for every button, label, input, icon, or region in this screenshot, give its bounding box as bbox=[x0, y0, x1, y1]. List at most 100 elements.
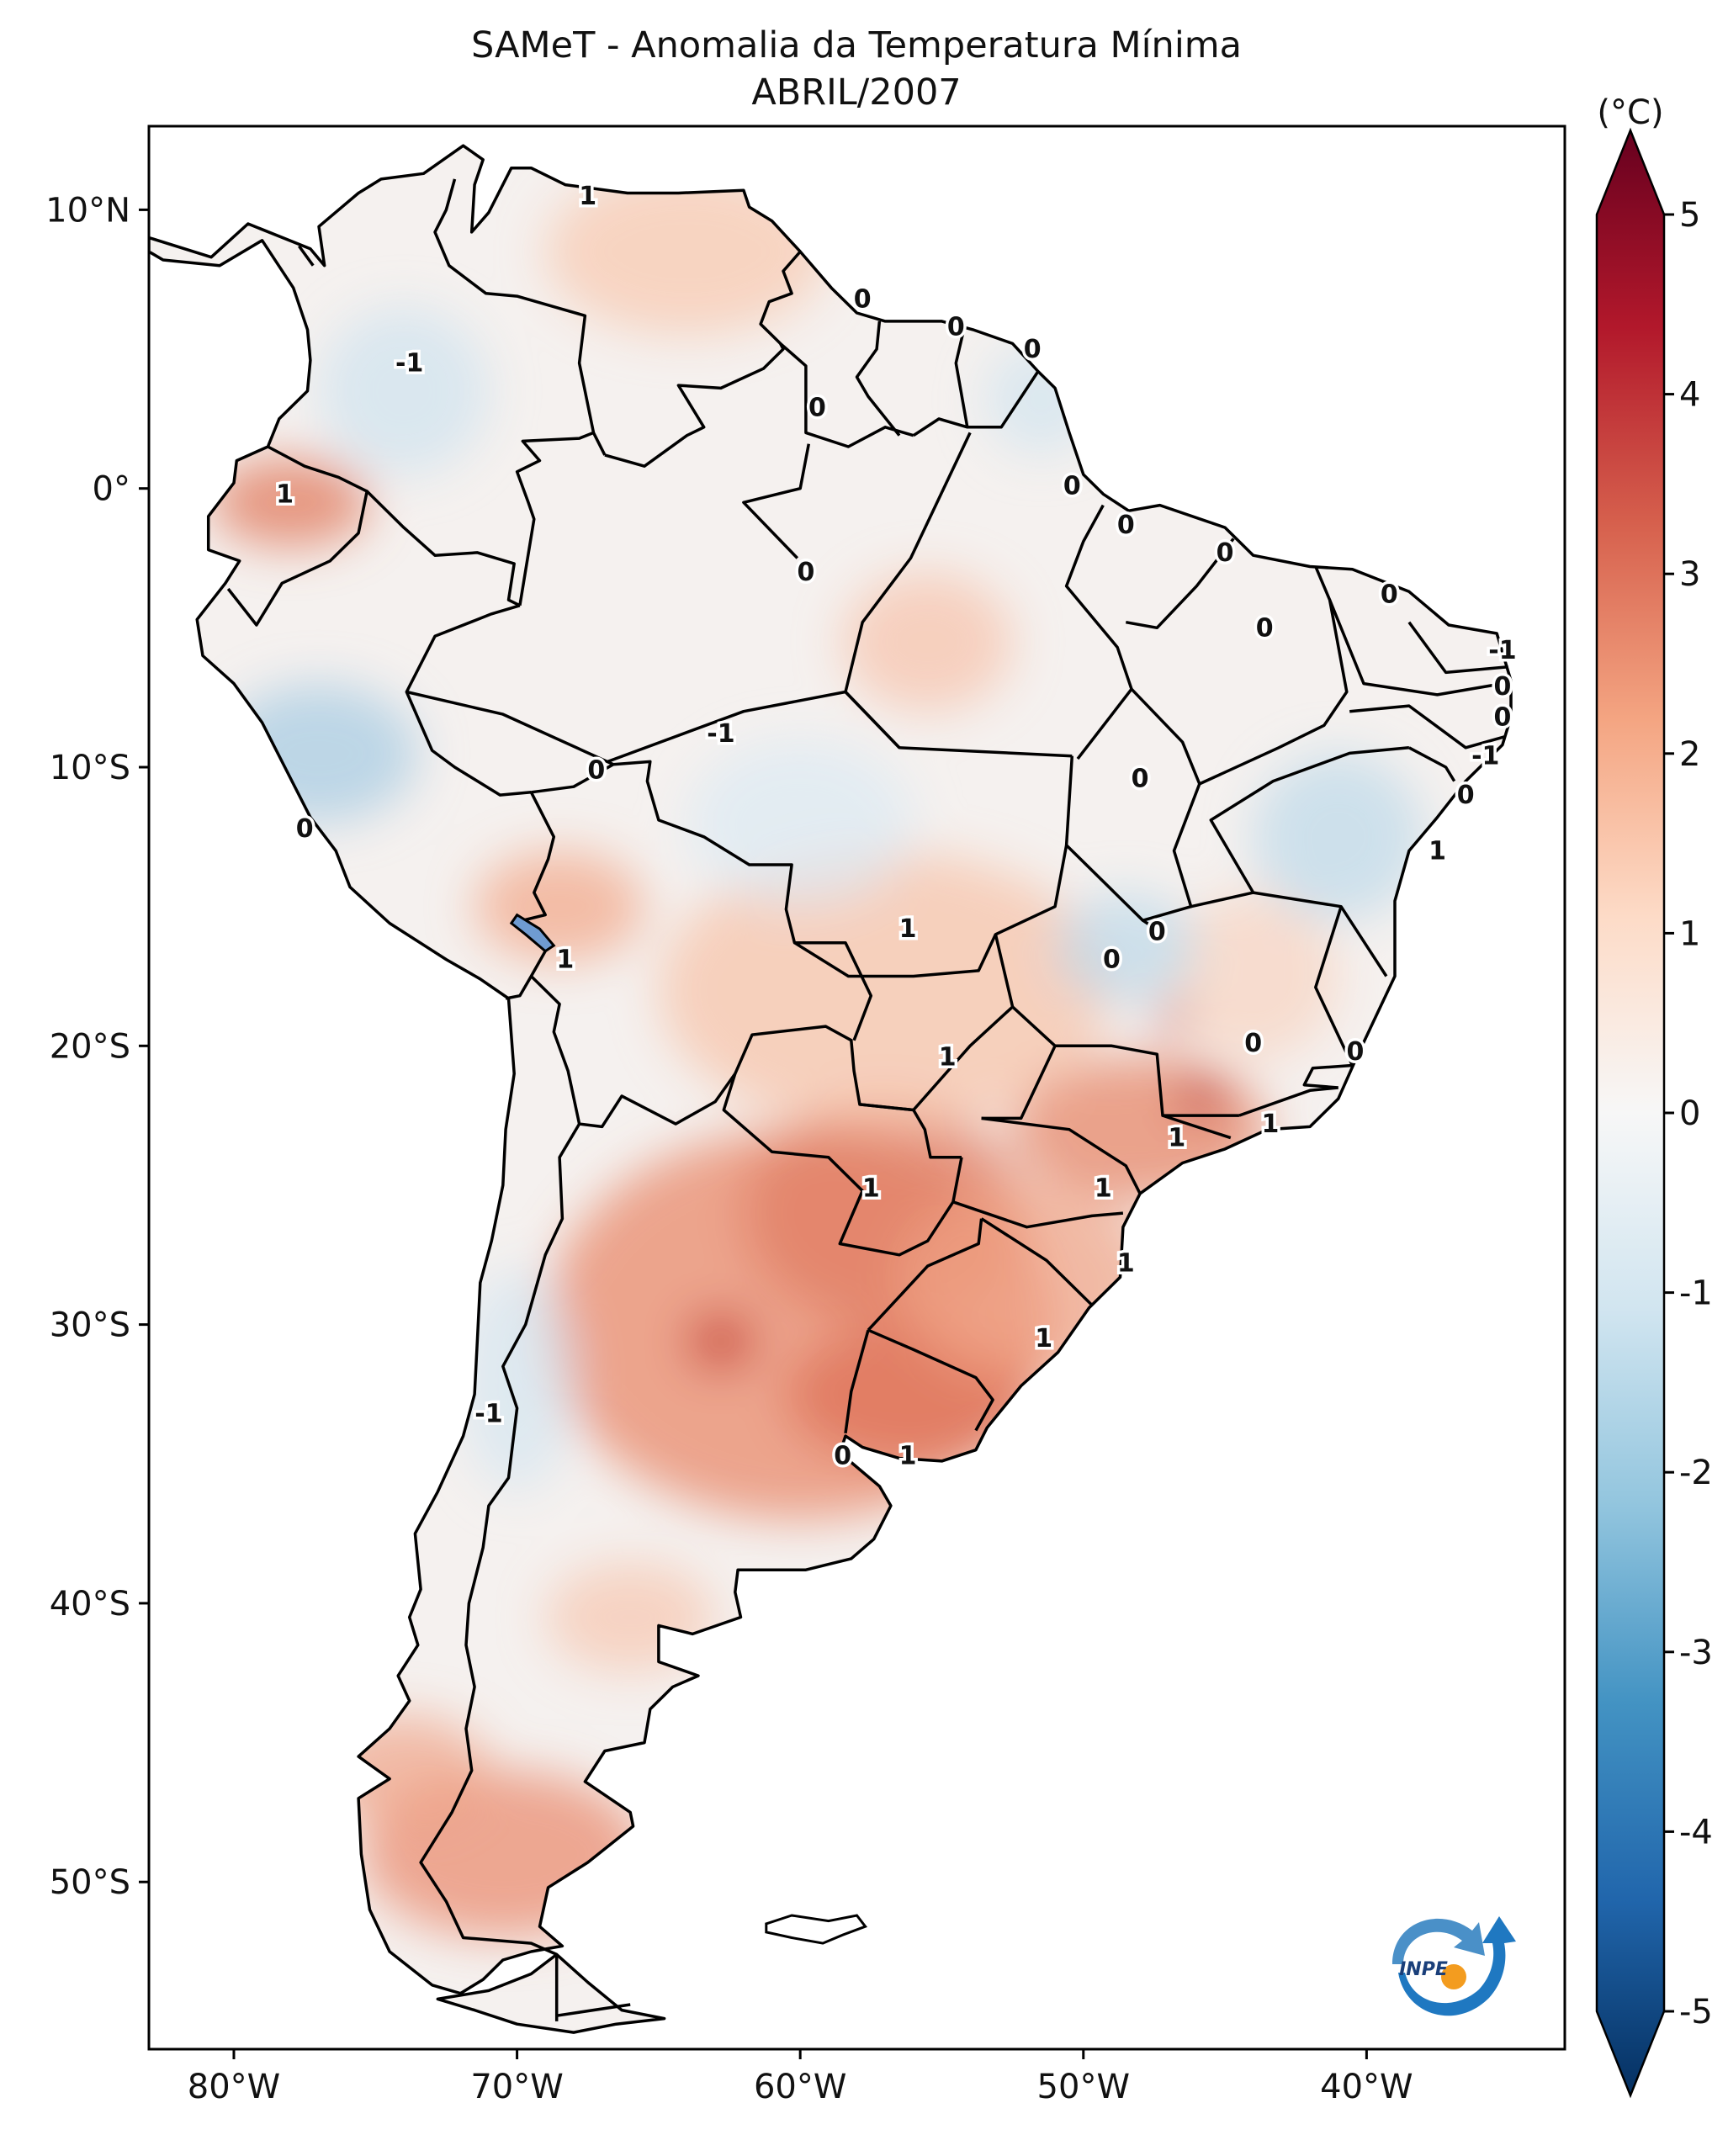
border-line bbox=[365, 490, 521, 607]
lon-tick-label: 60°W bbox=[754, 2068, 846, 2106]
border-line bbox=[433, 178, 607, 456]
anomaly-patch bbox=[1179, 1079, 1226, 1113]
colorbar-tick-label: -3 bbox=[1679, 1634, 1713, 1672]
border-line bbox=[531, 760, 873, 1041]
lat-tick-label: 10°N bbox=[45, 191, 130, 230]
lon-tick-label: 70°W bbox=[470, 2068, 563, 2106]
contour-label: 0 bbox=[1256, 613, 1274, 643]
border-line bbox=[419, 1123, 581, 1957]
border-line bbox=[556, 2003, 631, 2017]
colorbar-bar bbox=[1595, 127, 1666, 2099]
colorbar: (°C) 5 4 3 2 1 0 -1 -2 -3 -4 -5 bbox=[1595, 93, 1713, 2099]
contour-label: 0 bbox=[296, 814, 314, 844]
contour-label: 1 bbox=[556, 946, 574, 975]
anomaly-patch bbox=[545, 1561, 716, 1673]
contour-label: 1 bbox=[1168, 1124, 1185, 1153]
lat-tick-label: 40°S bbox=[50, 1585, 130, 1624]
border-line bbox=[226, 445, 368, 627]
map-subtitle: ABRIL/2007 bbox=[751, 72, 961, 114]
contour-label: 0 bbox=[587, 755, 605, 785]
border-line bbox=[1190, 891, 1388, 977]
lat-tick-label: 50°S bbox=[50, 1863, 130, 1902]
colorbar-tick-label: 0 bbox=[1679, 1094, 1700, 1133]
border-line bbox=[1209, 746, 1410, 893]
border-line bbox=[1349, 704, 1506, 750]
border-line bbox=[793, 934, 997, 978]
border-line bbox=[1407, 621, 1508, 675]
contour-label: 1 bbox=[899, 1441, 917, 1470]
border-line bbox=[1199, 565, 1349, 786]
border-line bbox=[511, 792, 556, 925]
anomaly-patch bbox=[686, 739, 914, 907]
border-line bbox=[742, 443, 811, 559]
contour-label: 0 bbox=[1103, 946, 1121, 975]
border-line bbox=[867, 1328, 994, 1432]
contour-label: 0 bbox=[1117, 511, 1135, 540]
border-line bbox=[1238, 1086, 1338, 1117]
colorbar-tick-label: 2 bbox=[1679, 735, 1700, 774]
border-line bbox=[1125, 538, 1235, 630]
border-line bbox=[722, 1073, 963, 1257]
border-line bbox=[981, 1045, 1057, 1120]
contour-label: 1 bbox=[899, 914, 917, 944]
inpe-logo: INPE bbox=[1392, 1916, 1516, 2016]
contour-label: 0 bbox=[1346, 1037, 1364, 1067]
border-line bbox=[405, 604, 532, 797]
political-borders bbox=[226, 178, 1508, 2021]
anomaly-patch bbox=[474, 850, 645, 962]
colorbar-unit: (°C) bbox=[1597, 93, 1663, 132]
colorbar-tick-label: 3 bbox=[1679, 555, 1700, 594]
border-line bbox=[405, 690, 614, 766]
border-line bbox=[859, 1005, 1014, 1112]
logo-text: INPE bbox=[1399, 1959, 1448, 1980]
border-line bbox=[952, 1200, 1124, 1229]
anomaly-patch bbox=[842, 572, 1013, 712]
contour-label: 0 bbox=[1244, 1029, 1262, 1058]
contour-label: 0 bbox=[808, 394, 826, 423]
colorbar-tick-label: -2 bbox=[1679, 1454, 1713, 1492]
colorbar-tick-label: 4 bbox=[1679, 376, 1700, 415]
contour-label: 1 bbox=[862, 1173, 880, 1203]
border-line bbox=[604, 250, 802, 468]
border-line bbox=[967, 370, 1040, 429]
border-line bbox=[297, 245, 315, 267]
colorbar-tick-label: 5 bbox=[1679, 196, 1700, 235]
anomaly-patch bbox=[1253, 753, 1423, 921]
contour-label: 0 bbox=[1063, 471, 1081, 501]
logo-sun-icon bbox=[1441, 1964, 1466, 1989]
logo-arc-icon bbox=[1392, 1918, 1485, 1964]
contour-label: 0 bbox=[1132, 764, 1149, 793]
border-line bbox=[980, 1217, 1094, 1306]
lon-tick-label: 40°W bbox=[1320, 2068, 1413, 2106]
logo-swoosh-icon bbox=[1398, 1916, 1516, 2016]
border-line bbox=[1408, 746, 1456, 782]
border-line bbox=[530, 975, 737, 1129]
border-line bbox=[1142, 919, 1162, 939]
contour-label: -1 bbox=[395, 349, 423, 379]
contour-label: 0 bbox=[1457, 781, 1475, 810]
contour-label: 1 bbox=[1095, 1173, 1112, 1203]
contour-label: 0 bbox=[1216, 538, 1234, 568]
lon-tick-label: 80°W bbox=[188, 2068, 280, 2106]
contour-label: 0 bbox=[1494, 702, 1512, 732]
lon-tick-label: 50°W bbox=[1037, 2068, 1130, 2106]
contour-label: 0 bbox=[797, 558, 814, 587]
falkland-islands bbox=[765, 1914, 868, 1945]
border-line bbox=[867, 1218, 983, 1332]
border-line bbox=[1302, 906, 1354, 1089]
anomaly-field bbox=[211, 167, 1423, 1938]
contour-label: 0 bbox=[834, 1441, 851, 1470]
border-line bbox=[1064, 504, 1133, 760]
contour-label: 1 bbox=[939, 1043, 957, 1073]
colorbar-ticks: 5 4 3 2 1 0 -1 -2 -3 -4 -5 bbox=[1664, 196, 1713, 2032]
lat-tick-label: 20°S bbox=[50, 1027, 130, 1066]
border-line bbox=[779, 342, 914, 448]
map-frame bbox=[147, 124, 1566, 2051]
colorbar-tick-label: 1 bbox=[1679, 914, 1700, 953]
anomaly-patch bbox=[1168, 893, 1338, 1060]
colorbar-tick-label: -5 bbox=[1679, 1993, 1713, 2032]
contour-label: 0 bbox=[1381, 580, 1398, 610]
